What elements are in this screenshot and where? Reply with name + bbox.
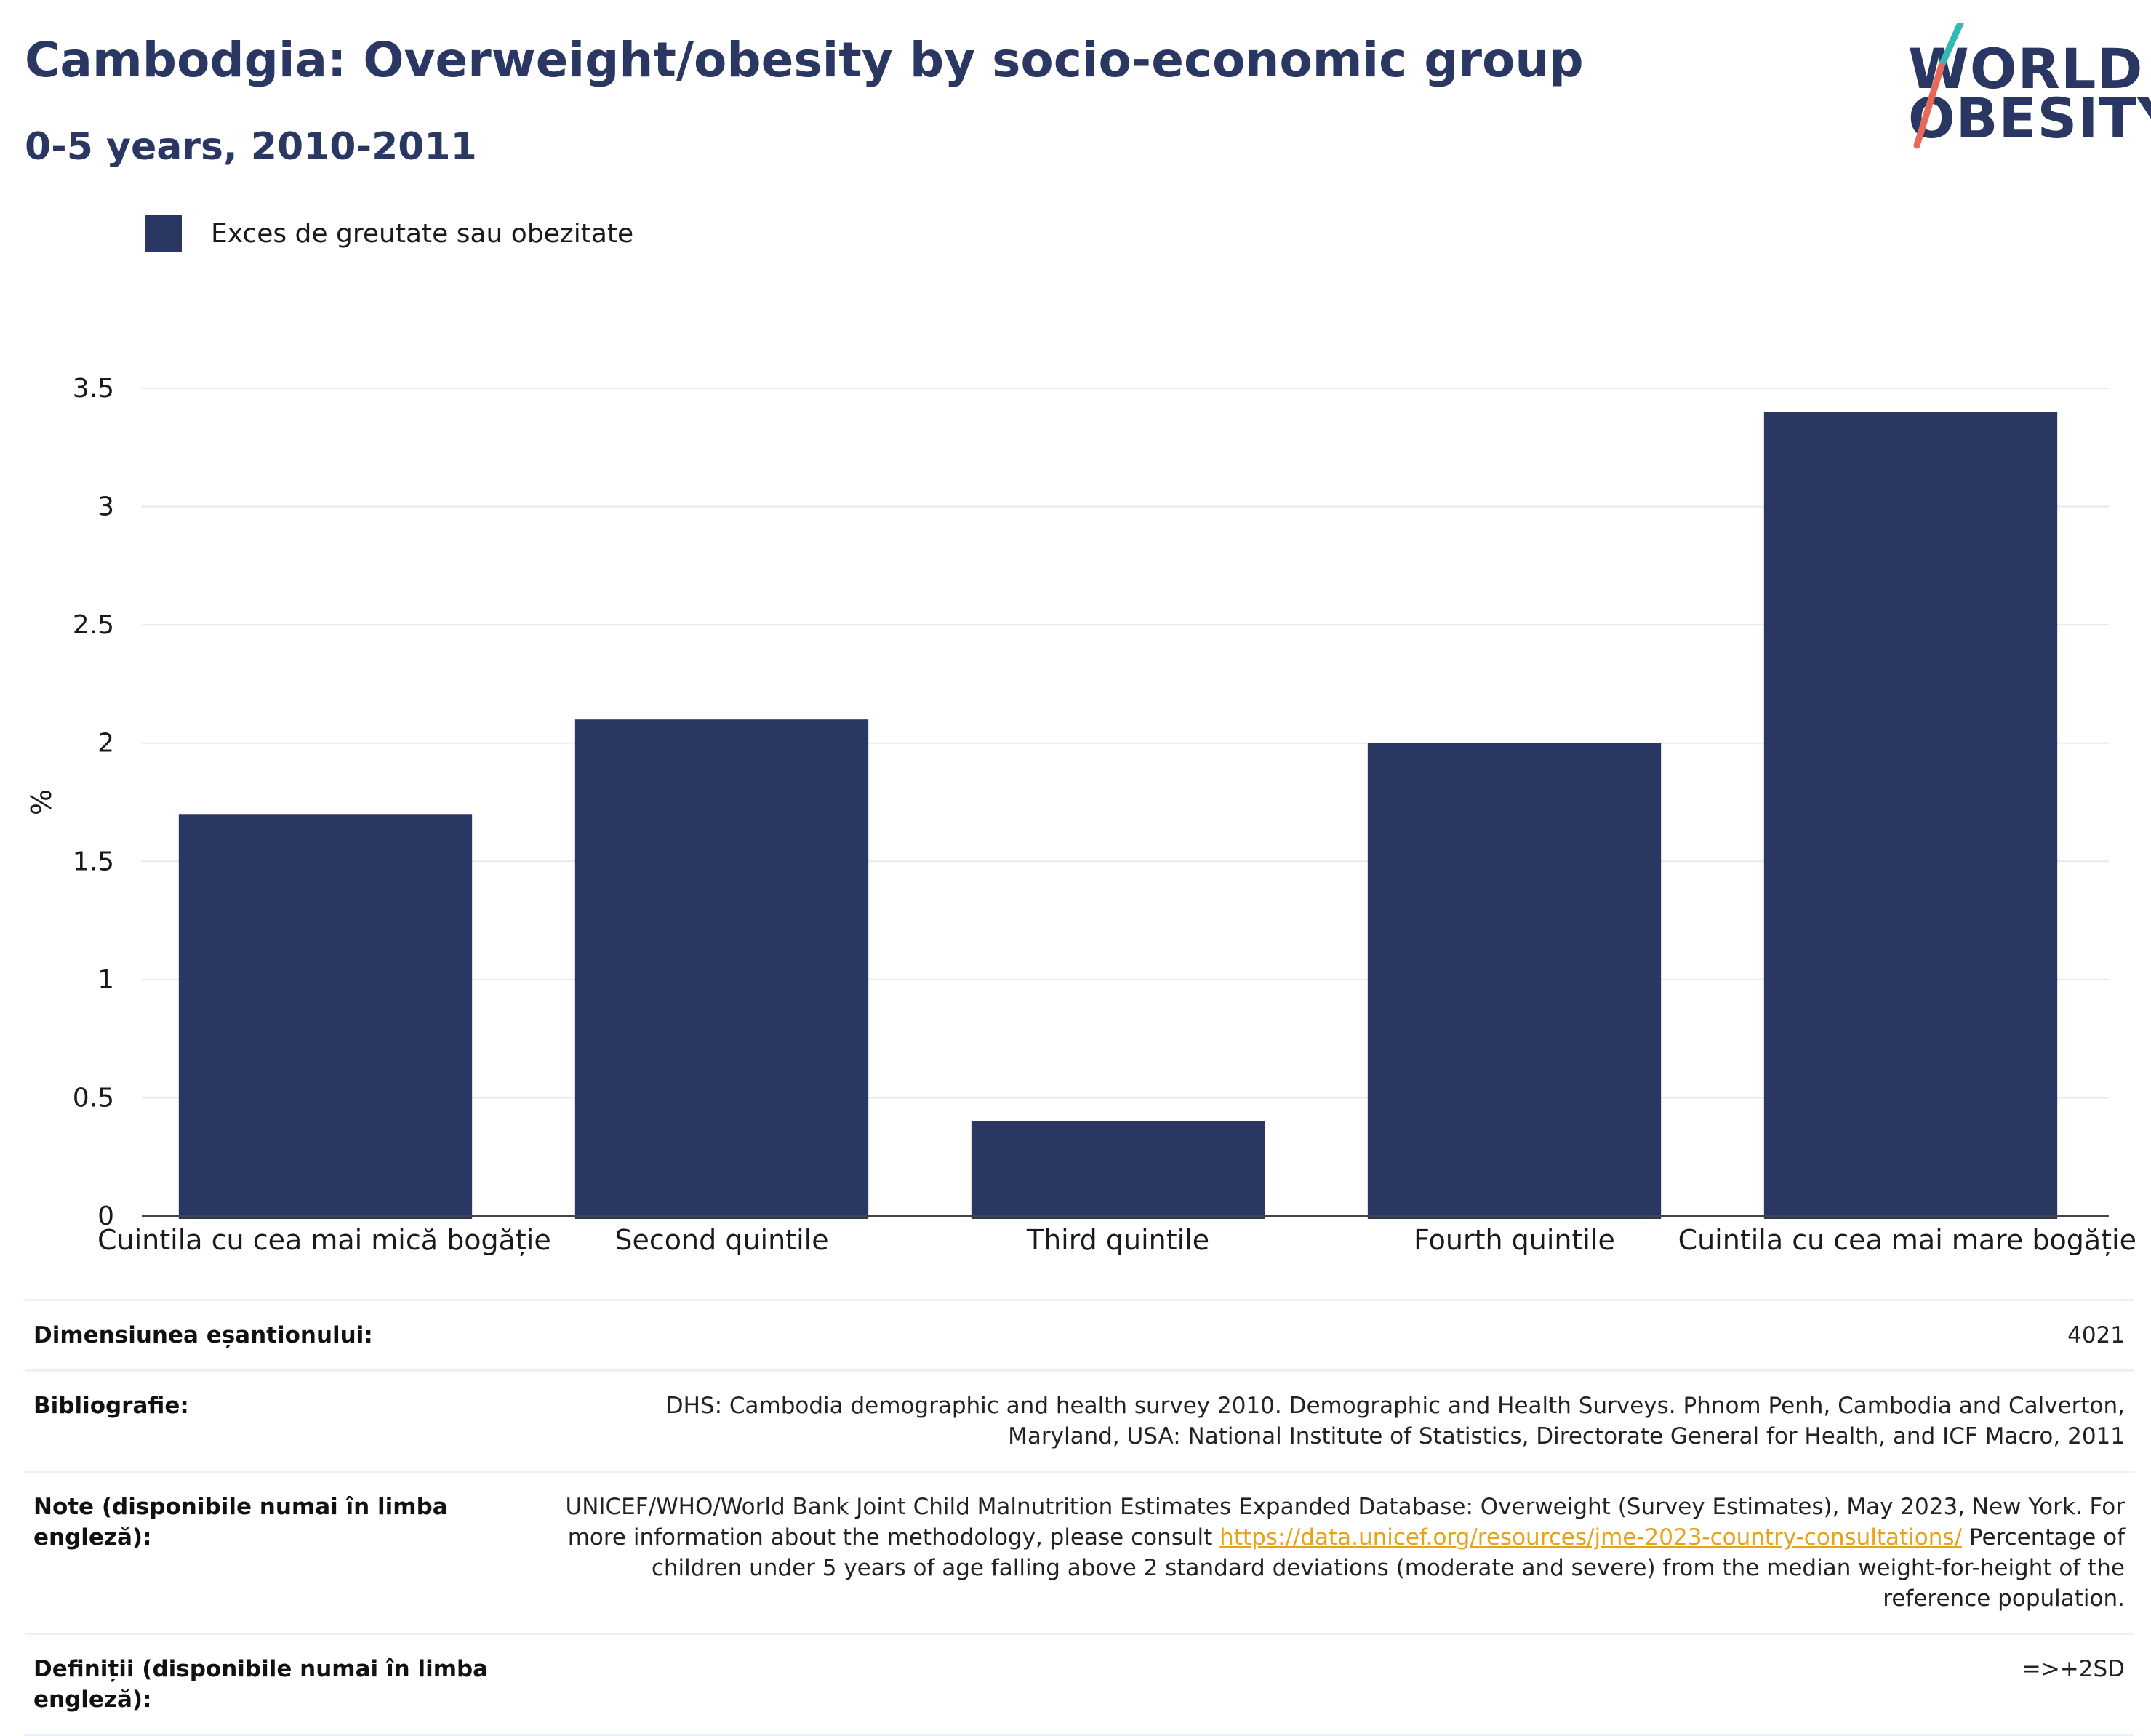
y-tick-label: 2.5 <box>73 610 114 640</box>
logo-slash-icon <box>1913 23 1964 149</box>
x-tick-label: Third quintile <box>1026 1224 1209 1256</box>
x-tick-label: Second quintile <box>614 1224 828 1256</box>
x-tick-label: Cuintila cu cea mai mică bogăție <box>97 1224 551 1256</box>
chart-title: Cambodgia: Overweight/obesity by socio-e… <box>25 32 1584 88</box>
bar <box>971 1121 1265 1219</box>
x-tick-label: Fourth quintile <box>1414 1224 1615 1256</box>
y-axis-title: % <box>25 789 57 815</box>
notes-text-before: UNICEF/WHO/World Bank Joint Child Malnut… <box>565 1494 2126 1551</box>
y-tick-label: 1 <box>97 965 114 995</box>
bar <box>1763 412 2058 1219</box>
bibliography-label: Bibliografie: <box>33 1393 189 1419</box>
methodology-link[interactable]: https://data.unicef.org/resources/jme-20… <box>1219 1524 1963 1551</box>
bar <box>1367 743 1662 1219</box>
y-tick-label: 0.5 <box>73 1083 114 1113</box>
notes-label: Note (disponibile numai în limba engleză… <box>33 1494 448 1551</box>
chart-subtitle: 0-5 years, 2010-2011 <box>25 125 477 169</box>
info-table: Dimensiunea eșantionului: 4021 Bibliogra… <box>25 1299 2134 1736</box>
legend-label: Exces de greutate sau obezitate <box>211 218 634 249</box>
sample-size-value: 4021 <box>2067 1322 2125 1348</box>
y-tick-label: 0 <box>97 1201 114 1231</box>
definitions-label: Definiții (disponibile numai în limba en… <box>33 1656 489 1713</box>
y-tick-label: 1.5 <box>73 847 114 876</box>
info-row-definitions: Definiții (disponibile numai în limba en… <box>25 1633 2134 1735</box>
y-tick-label: 3 <box>97 492 114 522</box>
legend-swatch <box>145 215 182 252</box>
notes-value: UNICEF/WHO/World Bank Joint Child Malnut… <box>551 1472 2134 1634</box>
sample-size-label: Dimensiunea eșantionului: <box>33 1322 373 1348</box>
info-row-sample-size: Dimensiunea eșantionului: 4021 <box>25 1300 2134 1371</box>
bar-chart: 0 0.5 1 1.5 2 2.5 3 3.5% Cuintila cu cea mai mic… <box>25 374 2136 1256</box>
definitions-value: =>+2SD <box>2022 1656 2125 1682</box>
x-tick-label: Cuintila cu cea mai mare bogăție <box>1678 1224 2136 1256</box>
y-tick-label: 3.5 <box>73 374 114 404</box>
bar <box>574 719 869 1219</box>
info-row-bibliography: Bibliografie: DHS: Cambodia demographic … <box>25 1370 2134 1472</box>
legend[interactable]: Exces de greutate sau obezitate <box>145 215 633 252</box>
bar <box>178 814 473 1219</box>
logo-text-obesity: OBESITY <box>1908 86 2151 151</box>
info-row-notes: Note (disponibile numai în limba engleză… <box>25 1471 2134 1634</box>
bibliography-value: DHS: Cambodia demographic and health sur… <box>665 1393 2125 1449</box>
y-tick-label: 2 <box>97 729 114 759</box>
notes-text-after: Percentage of children under 5 years of … <box>651 1524 2125 1612</box>
world-obesity-logo: WORLD OBESITY <box>1891 23 2151 154</box>
